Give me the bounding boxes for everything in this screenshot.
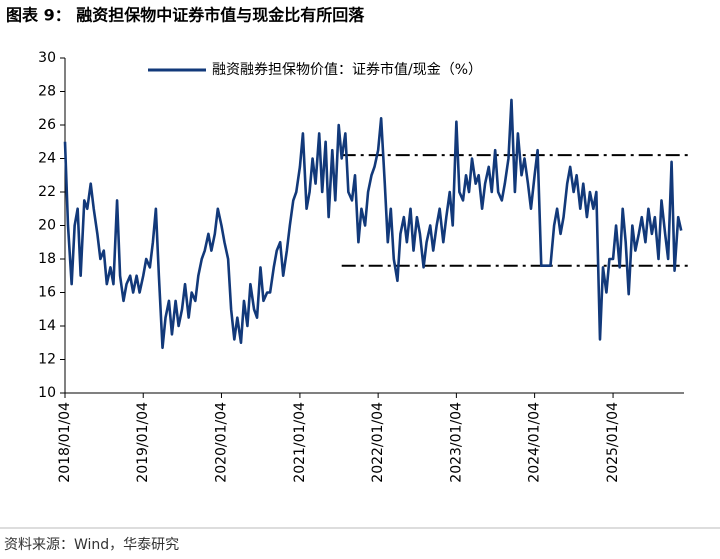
y-tick-label: 16: [38, 285, 56, 301]
x-tick-label: 2022/01/04: [370, 402, 386, 483]
chart-title: 图表 9： 融资担保物中证券市值与现金比有所回落: [6, 6, 365, 25]
y-tick-label: 26: [38, 117, 56, 133]
y-tick-label: 28: [38, 84, 56, 100]
x-tick-label: 2024/01/04: [527, 402, 543, 483]
y-tick-label: 12: [38, 352, 56, 368]
y-tick-label: 14: [38, 318, 56, 334]
x-tick-label: 2020/01/04: [213, 402, 229, 483]
legend-box: [142, 59, 594, 81]
y-tick-label: 20: [38, 218, 56, 234]
x-tick-label: 2021/01/04: [292, 402, 308, 483]
x-tick-label: 2023/01/04: [448, 402, 464, 483]
y-tick-label: 10: [38, 385, 56, 401]
source: 资料来源：Wind，华泰研究: [4, 537, 179, 553]
series-line: [63, 98, 683, 350]
y-tick-label: 30: [38, 50, 56, 66]
x-tick-label: 2018/01/04: [57, 402, 73, 483]
y-tick-label: 24: [38, 151, 56, 167]
legend-label: 融资融券担保物价值：证券市值/现金（%）: [212, 61, 482, 78]
y-tick-label: 18: [38, 251, 56, 267]
x-tick-label: 2019/01/04: [135, 402, 151, 483]
y-tick-label: 22: [38, 184, 56, 200]
x-tick-label: 2025/01/04: [605, 402, 621, 483]
